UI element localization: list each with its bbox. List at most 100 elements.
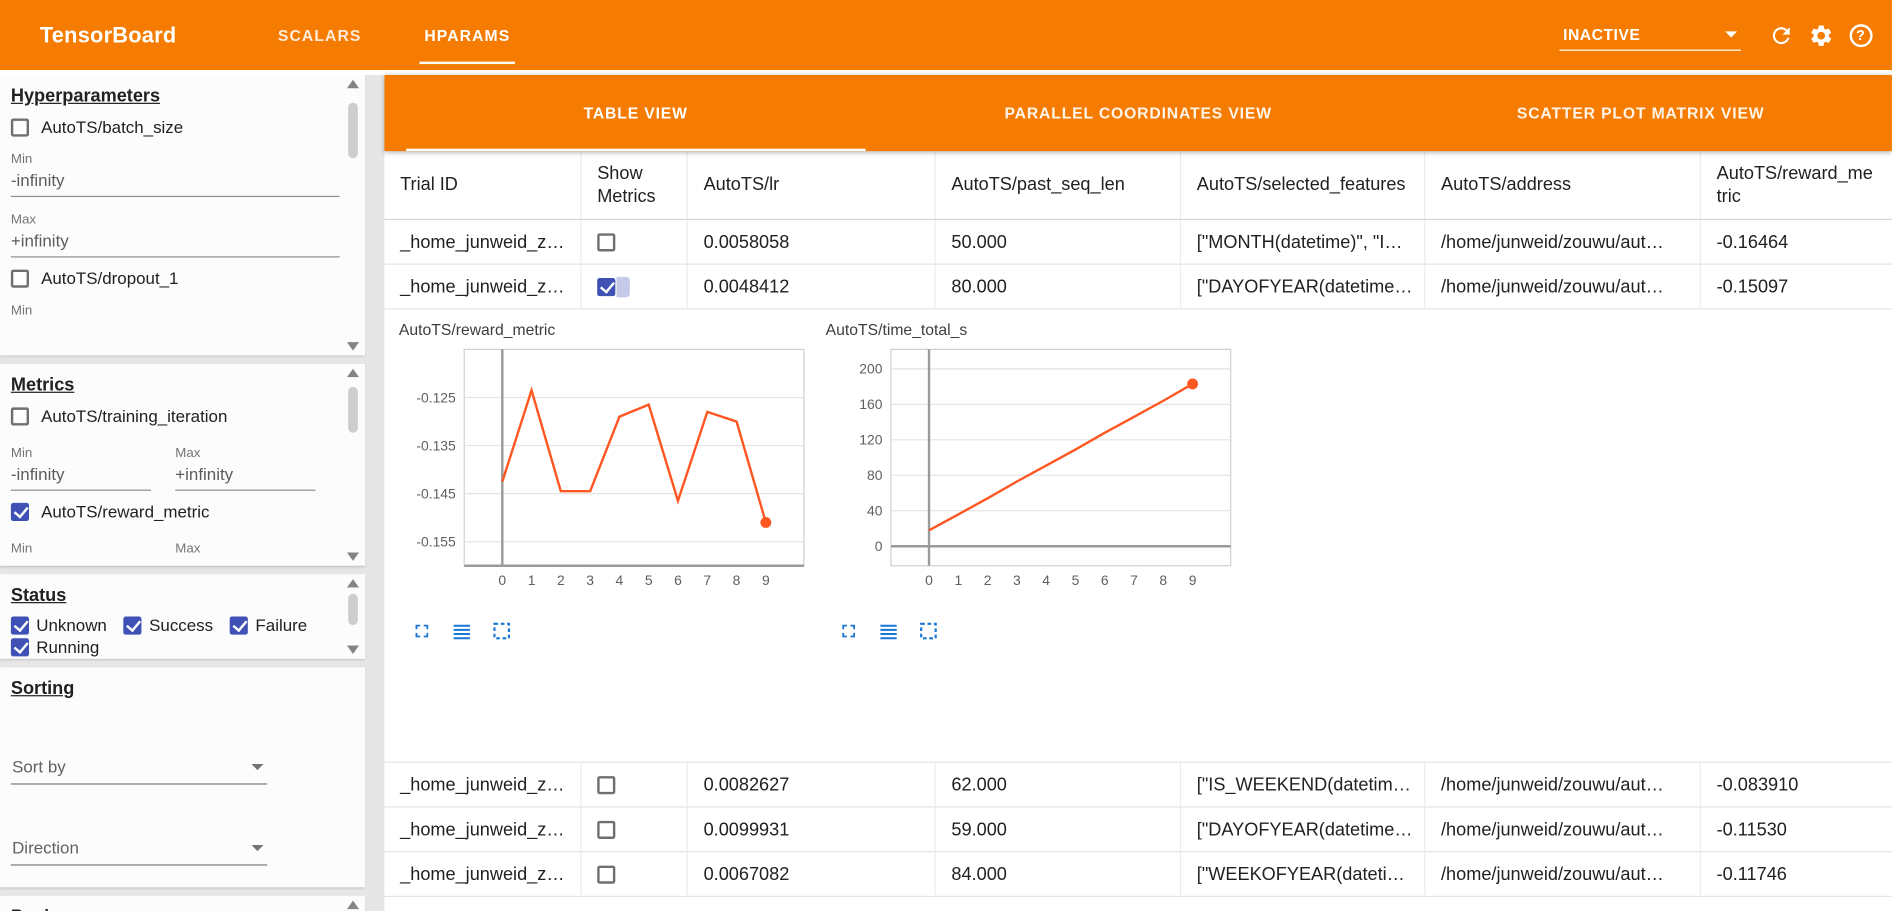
scroll-up-icon[interactable] — [346, 79, 360, 89]
cell-show-metrics — [580, 807, 686, 852]
scrollbar[interactable] — [346, 368, 360, 561]
metric-training-iteration-row[interactable]: AutoTS/training_iteration — [10, 406, 334, 426]
run-status-selector[interactable]: INACTIVE — [1559, 19, 1741, 51]
cell-address: /home/junweid/zouwu/aut… — [1424, 220, 1700, 264]
tab-table-view[interactable]: TABLE VIEW — [384, 75, 887, 152]
marquee-zoom-icon[interactable] — [491, 620, 513, 642]
status-unknown-checkbox[interactable] — [10, 615, 30, 635]
hparam-dropout-row[interactable]: AutoTS/dropout_1 — [10, 268, 334, 288]
svg-text:0: 0 — [498, 572, 506, 588]
metric-reward-metric-checkbox[interactable] — [10, 502, 30, 521]
max-input[interactable] — [175, 460, 316, 491]
col-header-trial-id[interactable]: Trial ID — [400, 174, 458, 195]
chevron-down-icon — [251, 844, 264, 851]
fullscreen-icon[interactable] — [838, 620, 860, 642]
scroll-down-icon[interactable] — [346, 342, 360, 351]
checkbox-ripple — [616, 276, 630, 297]
hparam-batch-size-row[interactable]: AutoTS/batch_size — [10, 117, 334, 137]
svg-text:8: 8 — [733, 572, 741, 588]
time-total-line-chart[interactable]: 0 40 80 120 160 200 0 1 2 3 4 5 6 7 8 9 — [826, 341, 1237, 595]
svg-text:-0.155: -0.155 — [416, 534, 456, 550]
col-header-lr[interactable]: AutoTS/lr — [686, 151, 935, 219]
scroll-up-icon[interactable] — [346, 579, 360, 588]
direction-select[interactable]: Direction — [10, 833, 268, 866]
tab-parallel-coordinates-view[interactable]: PARALLEL COORDINATES VIEW — [1004, 103, 1272, 123]
metric-training-iteration-checkbox[interactable] — [10, 406, 30, 425]
col-header-past-seq-len[interactable]: AutoTS/past_seq_len — [934, 151, 1179, 219]
svg-text:0: 0 — [875, 538, 883, 554]
scroll-up-icon[interactable] — [346, 900, 360, 910]
show-metrics-checkbox[interactable] — [597, 820, 616, 839]
sidebar: Hyperparameters AutoTS/batch_size Min Ma… — [0, 74, 385, 911]
show-metrics-checkbox[interactable] — [597, 864, 616, 884]
status-success-checkbox[interactable] — [123, 615, 142, 635]
tab-scatter-plot-matrix-view[interactable]: SCATTER PLOT MATRIX VIEW — [1516, 103, 1765, 123]
svg-text:-0.125: -0.125 — [416, 389, 456, 405]
scrollbar[interactable] — [346, 79, 360, 351]
col-header-reward-metric[interactable]: AutoTS/reward_metric — [1699, 151, 1892, 219]
cell-past-seq-len: 80.000 — [934, 264, 1179, 309]
tab-scalars[interactable]: SCALARS — [277, 25, 362, 45]
cell-lr: 0.0067082 — [686, 852, 935, 896]
cell-show-metrics — [580, 264, 686, 309]
scrollbar[interactable] — [346, 579, 360, 655]
cell-reward-metric: -0.11530 — [1699, 807, 1892, 852]
status-failure[interactable]: Failure — [230, 615, 307, 635]
col-header-show-metrics[interactable]: Show Metrics — [580, 151, 686, 219]
svg-text:7: 7 — [1130, 572, 1138, 588]
cell-past-seq-len: 59.000 — [934, 807, 1179, 852]
cell-selected-features: ["WEEKOFYEAR(dateti… — [1179, 852, 1424, 896]
scrollbar-thumb[interactable] — [348, 386, 358, 433]
direction-value: Direction — [12, 837, 79, 858]
gear-icon[interactable] — [1806, 21, 1835, 50]
cell-selected-features: ["DAYOFYEAR(datetime… — [1179, 264, 1424, 309]
hyperparameters-title: Hyperparameters — [10, 85, 161, 107]
run-status-value: INACTIVE — [1563, 25, 1641, 44]
refresh-icon[interactable] — [1766, 21, 1795, 50]
svg-text:160: 160 — [859, 396, 882, 412]
svg-text:3: 3 — [1013, 572, 1021, 588]
status-failure-checkbox[interactable] — [230, 615, 249, 635]
status-running-checkbox[interactable] — [10, 637, 30, 656]
col-header-address[interactable]: AutoTS/address — [1424, 151, 1700, 219]
status-running[interactable]: Running — [10, 637, 99, 656]
tab-hparams[interactable]: HPARAMS — [393, 0, 542, 70]
hparam-batch-size-checkbox[interactable] — [10, 117, 30, 137]
table-row: _home_junweid_z… 0.0058058 50.000 ["MONT… — [384, 220, 1892, 265]
col-header-selected-features[interactable]: AutoTS/selected_features — [1179, 151, 1424, 219]
show-metrics-checkbox[interactable] — [597, 232, 616, 251]
scroll-down-icon[interactable] — [346, 645, 360, 655]
cell-trial-id: _home_junweid_z… — [400, 231, 565, 253]
sort-by-value: Sort by — [12, 756, 66, 777]
min-input[interactable] — [10, 460, 152, 491]
scrollbar-thumb[interactable] — [348, 593, 358, 626]
min-label-partial: Min — [10, 541, 33, 557]
sort-by-select[interactable]: Sort by — [10, 752, 268, 785]
svg-text:5: 5 — [645, 572, 653, 588]
reward-metric-line-chart[interactable]: -0.125 -0.135 -0.145 -0.155 0 1 2 3 4 5 6 7 8 9 — [399, 341, 810, 595]
metric-reward-metric-label: AutoTS/reward_metric — [41, 501, 210, 522]
scrollbar[interactable] — [346, 900, 360, 910]
cell-show-metrics — [580, 762, 686, 807]
svg-text:9: 9 — [1189, 572, 1197, 588]
data-lines-icon[interactable] — [878, 620, 900, 642]
scroll-down-icon[interactable] — [346, 552, 360, 561]
show-metrics-checkbox[interactable] — [597, 775, 616, 794]
cell-address: /home/junweid/zouwu/aut… — [1424, 807, 1700, 852]
marquee-zoom-icon[interactable] — [918, 620, 940, 642]
hparam-dropout-checkbox[interactable] — [10, 268, 30, 288]
show-metrics-checkbox[interactable] — [597, 277, 616, 296]
metrics-section: Metrics AutoTS/training_iteration Min Ma… — [0, 363, 366, 566]
status-unknown[interactable]: Unknown — [10, 615, 107, 635]
fullscreen-icon[interactable] — [411, 620, 433, 642]
metric-reward-metric-row[interactable]: AutoTS/reward_metric — [10, 501, 334, 522]
svg-text:4: 4 — [616, 572, 624, 588]
metrics-charts-panel: AutoTS/reward_metric -0.125 -0.135 -0.145-… — [384, 309, 1892, 763]
max-input[interactable] — [10, 227, 340, 258]
min-input[interactable] — [10, 166, 340, 198]
data-lines-icon[interactable] — [451, 620, 473, 642]
help-icon[interactable]: ? — [1846, 21, 1875, 50]
scrollbar-thumb[interactable] — [348, 102, 358, 159]
status-success[interactable]: Success — [123, 615, 213, 635]
scroll-up-icon[interactable] — [346, 368, 360, 378]
